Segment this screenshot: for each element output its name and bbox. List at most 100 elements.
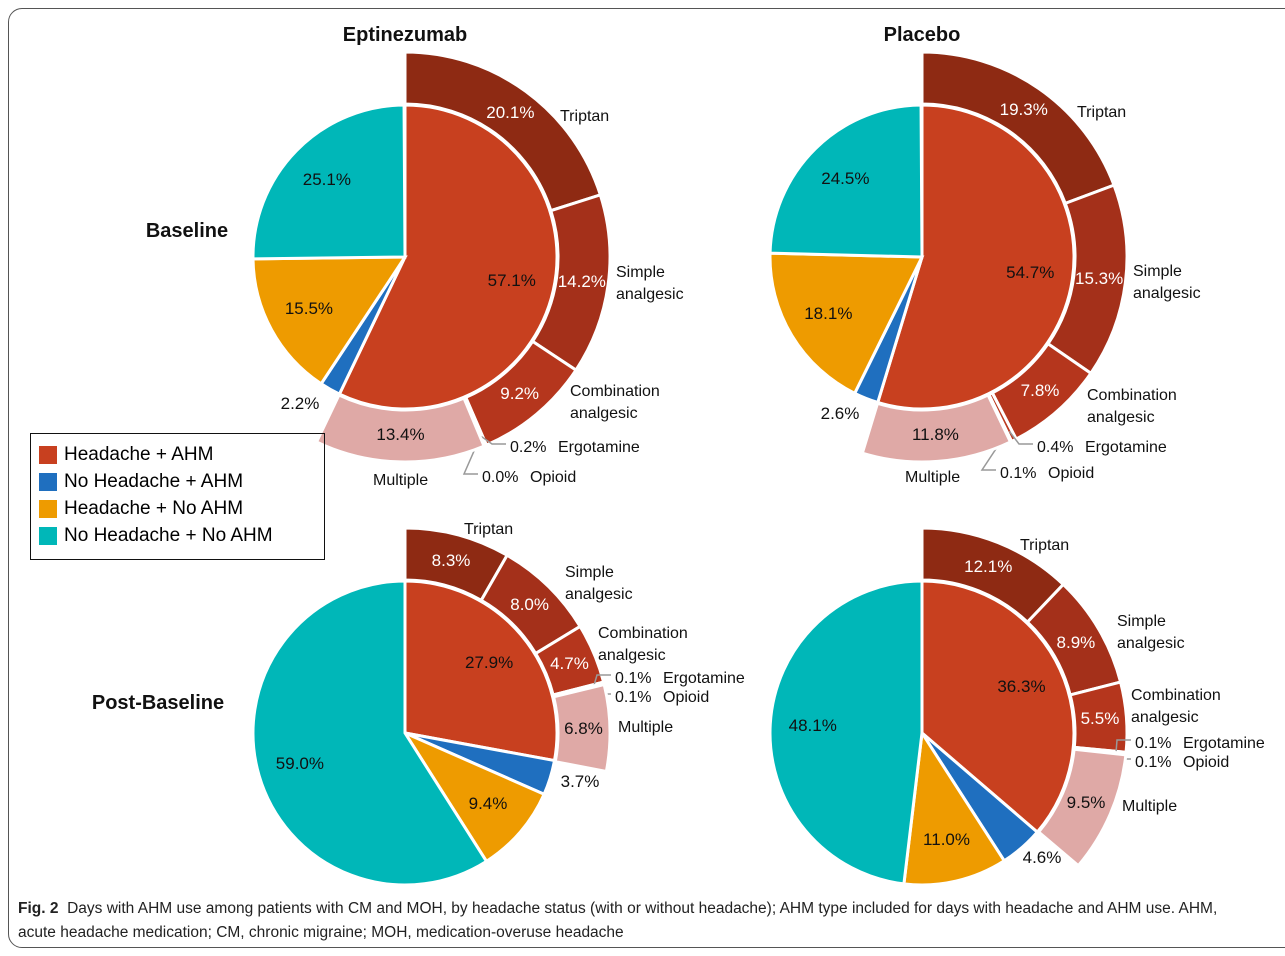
slice-label: 2.2% [280, 394, 320, 413]
leader-line [480, 435, 506, 445]
segment-label: 0.1% [615, 670, 652, 687]
segment-name: Opioid [1183, 754, 1230, 771]
segment-name: Simple analgesic [616, 264, 684, 303]
segment-label: 7.8% [1020, 380, 1060, 400]
legend-label: Headache + No AHM [64, 497, 244, 519]
pie-slice [251, 103, 407, 261]
pie-slice [251, 255, 408, 386]
breakdown-segment [551, 682, 612, 774]
segment-name: Triptan [560, 108, 610, 125]
segment-name: Ergotamine [1085, 439, 1167, 456]
caption-text: Days with AHM use among patients with CM… [18, 900, 1218, 941]
legend-label: No Headache + No AHM [64, 524, 273, 546]
segment-label: 0.1% [1135, 754, 1172, 771]
pie-slice [401, 729, 547, 864]
segment-name: Combination analgesic [1131, 687, 1221, 726]
leader-line [1008, 430, 1033, 445]
legend-label: No Headache + AHM [64, 470, 244, 492]
slice-label: 18.1% [804, 303, 853, 323]
legend-swatch [39, 526, 57, 545]
pie-slice [768, 103, 924, 259]
segment-name: Triptan [1077, 104, 1127, 121]
row-title: Post-Baseline [91, 692, 225, 714]
segment-label: 19.3% [999, 100, 1048, 120]
slice-label: 4.6% [1022, 848, 1062, 867]
breakdown-segment [860, 393, 1013, 464]
segment-name: Multiple [905, 469, 961, 486]
pie-slice [768, 251, 925, 396]
segment-name: Multiple [618, 719, 674, 736]
segment-name: Ergotamine [663, 670, 745, 687]
segment-label: 8.9% [1056, 632, 1096, 652]
caption: Fig. 2 Days with AHM use among patients … [18, 897, 1218, 945]
segment-label: 0.0% [482, 469, 519, 486]
pie-slice [251, 579, 489, 887]
row-title: Baseline [145, 220, 229, 242]
segment-label: 4.7% [550, 653, 589, 673]
segment-label: 0.1% [615, 689, 652, 706]
slice-label: 27.9% [464, 652, 514, 672]
slice-label: 57.1% [487, 271, 536, 291]
segment-name: Simple analgesic [1133, 263, 1201, 302]
segment-label: 0.1% [1135, 735, 1172, 752]
segment-name: Opioid [1048, 465, 1095, 482]
slice-label: 2.6% [820, 404, 860, 423]
segment-name: Multiple [1122, 798, 1178, 815]
segment-label: 8.0% [510, 595, 549, 615]
column-title: Placebo [883, 24, 961, 46]
legend-swatch [39, 499, 57, 518]
legend-swatch [39, 445, 57, 464]
segment-label: 8.3% [431, 550, 471, 570]
slice-label: 11.0% [923, 829, 971, 849]
segment-label: 0.4% [1037, 439, 1074, 456]
slice-label: 54.7% [1006, 263, 1055, 283]
legend: Headache + AHM No Headache + AHM Headache … [30, 433, 325, 560]
segment-name: Ergotamine [558, 439, 640, 456]
legend-item: Headache + No AHM [39, 495, 324, 522]
leader-line [593, 674, 611, 686]
segment-label: 15.3% [1075, 268, 1124, 288]
pie-slice [902, 728, 1007, 887]
legend-item: Headache + AHM [39, 441, 324, 468]
segment-name: Triptan [464, 521, 514, 538]
legend-item: No Headache + AHM [39, 468, 324, 495]
column-title: Eptinezumab [342, 24, 468, 46]
pie-slice [768, 579, 924, 886]
segment-name: Triptan [1020, 537, 1070, 554]
slice-label: 59.0% [275, 753, 324, 773]
segment-name: Ergotamine [1183, 735, 1265, 752]
segment-label: 9.5% [1066, 793, 1106, 813]
segment-name: Simple analgesic [565, 564, 633, 603]
segment-name: Multiple [373, 472, 429, 489]
leader-line [1115, 739, 1131, 753]
breakdown-segment [1036, 747, 1128, 868]
caption-label: Fig. 2 [18, 900, 59, 917]
slice-label: 15.5% [284, 299, 334, 319]
breakdown-segment [314, 393, 487, 464]
legend-item: No Headache + No AHM [39, 522, 324, 549]
segment-label: 9.2% [500, 383, 540, 403]
segment-name: Opioid [530, 469, 577, 486]
slice-label: 3.7% [560, 772, 600, 791]
segment-name: Combination analgesic [598, 625, 688, 664]
segment-label: 6.8% [564, 718, 603, 738]
segment-name: Combination analgesic [570, 383, 660, 422]
slice-label: 48.1% [788, 716, 837, 736]
segment-name: Opioid [663, 689, 710, 706]
slice-label: 9.4% [468, 794, 508, 814]
segment-label: 5.5% [1080, 708, 1120, 728]
segment-label: 11.8% [911, 424, 959, 444]
segment-label: 0.2% [510, 439, 547, 456]
slice-label: 25.1% [302, 170, 351, 190]
frame [8, 8, 1285, 948]
segment-name: Combination analgesic [1087, 387, 1177, 426]
segment-label: 20.1% [486, 102, 535, 122]
segment-label: 13.4% [376, 425, 425, 445]
segment-name: Simple analgesic [1117, 613, 1185, 652]
legend-label: Headache + AHM [64, 443, 214, 465]
segment-label: 0.1% [1000, 465, 1037, 482]
segment-label: 14.2% [557, 271, 606, 291]
legend-swatch [39, 472, 57, 491]
